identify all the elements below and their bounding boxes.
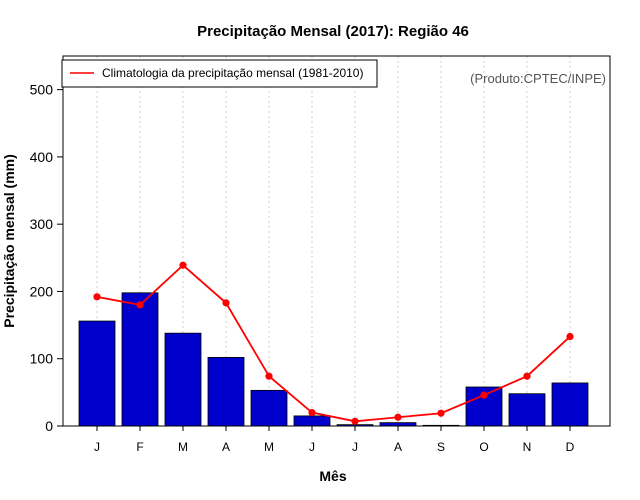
climatology-point-11: [523, 372, 531, 380]
y-tick-label: 100: [30, 351, 54, 367]
x-tick-label: O: [479, 440, 488, 454]
bars-group: [78, 292, 589, 427]
x-tick-label: J: [352, 440, 358, 454]
x-tick-label: D: [566, 440, 575, 454]
x-tick-label: S: [437, 440, 445, 454]
climatology-point-1: [93, 293, 101, 301]
climatology-point-4: [222, 299, 230, 307]
x-tick-label: A: [394, 440, 402, 454]
bar-1: [78, 320, 116, 427]
y-axis-label: Precipitação mensal (mm): [1, 154, 17, 328]
plot-frame: [62, 55, 611, 427]
bar-2: [121, 292, 159, 427]
climatology-point-3: [179, 261, 187, 269]
bar-6: [293, 415, 331, 427]
climatology-point-9: [437, 409, 445, 417]
climatology-point-8: [394, 413, 402, 421]
y-tick-label: 300: [30, 216, 54, 232]
y-tick-label: 500: [30, 82, 54, 98]
x-axis-label: Mês: [319, 468, 346, 484]
bar-4: [207, 356, 245, 427]
chart-title: Precipitação Mensal (2017): Região 46: [197, 23, 469, 40]
climatology-point-12: [566, 332, 574, 341]
climatology-line: [96, 264, 571, 423]
x-tick-label: M: [264, 440, 274, 454]
bar-12: [551, 382, 589, 427]
legend: Climatologia da precipitação mensal (198…: [61, 59, 378, 88]
x-tick-label: N: [523, 440, 532, 454]
x-tick-label: A: [222, 440, 230, 454]
bar-3: [164, 332, 202, 427]
bar-5: [250, 389, 288, 427]
legend-label: Climatologia da precipitação mensal (198…: [102, 66, 363, 80]
climatology-point-10: [480, 391, 488, 399]
y-axis: 0 100 200 300 400 500: [30, 82, 63, 434]
climatology-point-2: [136, 301, 144, 309]
climatology-point-6: [308, 408, 316, 417]
x-tick-label: J: [309, 440, 315, 454]
climatology-point-5: [265, 372, 273, 380]
x-tick-label: F: [136, 440, 143, 454]
grid-lines: [96, 56, 571, 426]
y-tick-label: 0: [45, 418, 53, 434]
climatology-point-7: [351, 417, 359, 425]
y-tick-label: 400: [30, 149, 54, 165]
y-tick-label: 200: [30, 283, 54, 299]
climatology-line-group: [93, 261, 574, 425]
bar-8: [379, 422, 417, 427]
bar-11: [508, 393, 546, 427]
legend-box: [61, 59, 378, 88]
credit-text: (Produto:CPTEC/INPE): [470, 71, 606, 86]
x-tick-label: J: [94, 440, 100, 454]
x-tick-label: M: [178, 440, 188, 454]
